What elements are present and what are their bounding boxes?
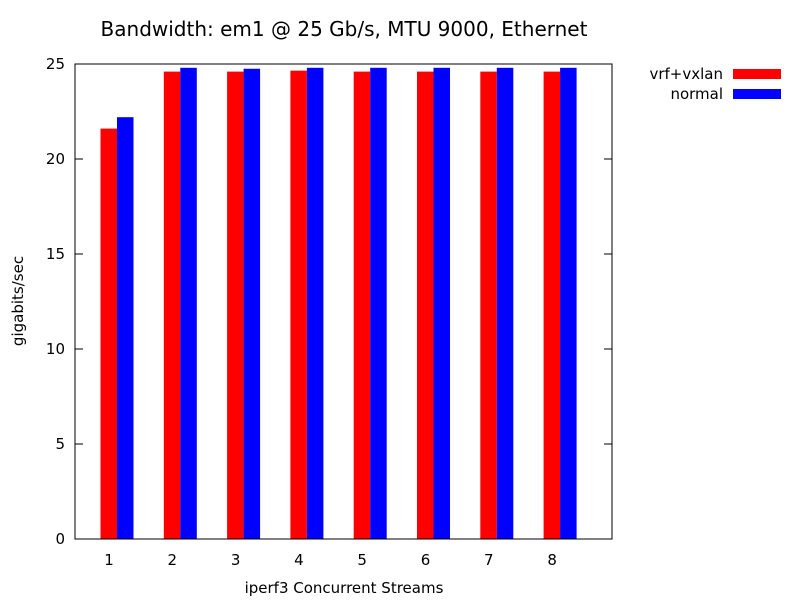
x-tick-label: 1	[104, 551, 114, 569]
x-axis-label: iperf3 Concurrent Streams	[245, 579, 444, 597]
y-tick-label: 10	[46, 340, 65, 358]
x-tick-label: 5	[357, 551, 367, 569]
bar-vrf-vxlan-6	[417, 71, 434, 539]
x-tick-label: 3	[231, 551, 241, 569]
bar-vrf-vxlan-5	[353, 71, 371, 539]
bar-normal-8	[560, 67, 577, 540]
x-tick-label: 8	[547, 551, 557, 569]
bar-vrf-vxlan-3	[227, 71, 244, 539]
bar-normal-7	[496, 67, 514, 540]
bar-vrf-vxlan-4	[290, 70, 307, 540]
bar-normal-2	[180, 67, 197, 540]
bar-vrf-vxlan-7	[480, 71, 497, 539]
y-tick-label: 20	[46, 150, 65, 168]
bar-normal-3	[243, 68, 261, 539]
legend-label-vrf-vxlan: vrf+vxlan	[649, 65, 723, 83]
y-tick-label: 15	[46, 245, 65, 263]
y-axis-label: gigabits/sec	[9, 256, 27, 346]
legend-swatch-normal	[733, 89, 781, 99]
y-tick-label: 5	[55, 435, 65, 453]
bar-vrf-vxlan-1	[100, 128, 117, 539]
legend-swatch-vrf-vxlan	[733, 69, 781, 79]
y-tick-label: 0	[55, 530, 65, 548]
x-tick-label: 4	[294, 551, 304, 569]
x-axis: 1 2 3 4 5 6 7 8	[104, 551, 557, 569]
plot-frame	[74, 63, 613, 540]
legend: vrf+vxlan normal	[649, 65, 781, 103]
legend-label-normal: normal	[670, 85, 723, 103]
bar-vrf-vxlan-2	[163, 71, 181, 539]
chart-title: Bandwidth: em1 @ 25 Gb/s, MTU 9000, Ethe…	[101, 17, 588, 41]
y-tick-label: 25	[46, 55, 65, 73]
bar-normal-4	[306, 67, 324, 540]
x-tick-label: 7	[484, 551, 494, 569]
bar-normal-1	[117, 117, 134, 539]
y-axis: 0 5 10 15 20 25	[46, 55, 612, 548]
x-tick-label: 6	[421, 551, 431, 569]
x-tick-label: 2	[168, 551, 178, 569]
bar-normal-5	[370, 67, 387, 540]
bar-vrf-vxlan-8	[543, 71, 561, 539]
bars-group	[100, 67, 577, 540]
bar-normal-6	[433, 67, 450, 540]
